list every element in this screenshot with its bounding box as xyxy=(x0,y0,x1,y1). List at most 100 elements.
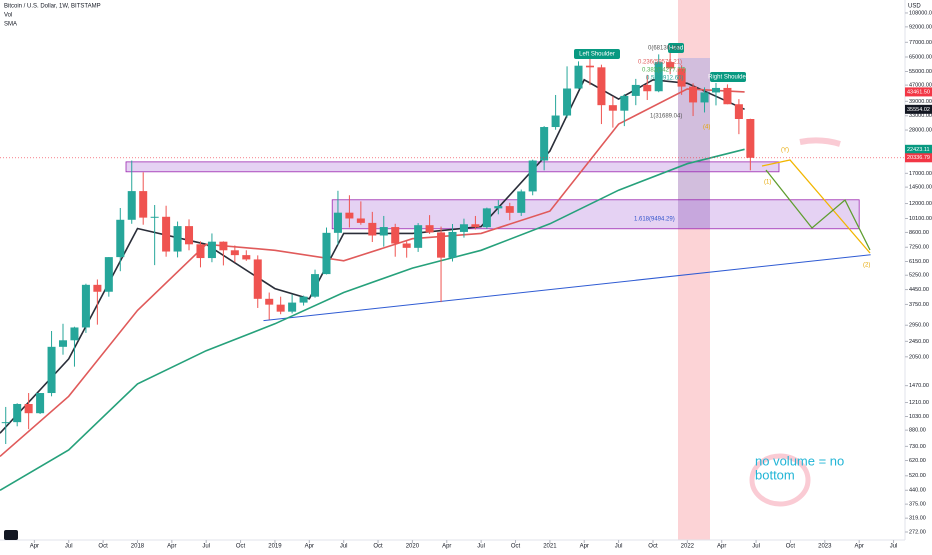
candle-body xyxy=(104,257,113,292)
x-tick-label: Oct xyxy=(98,544,108,550)
candle-body xyxy=(311,274,320,297)
x-tick-label: Jul xyxy=(615,544,623,550)
sma-line xyxy=(0,88,745,458)
y-tick-label: 28000.00 xyxy=(909,127,932,133)
candle-body xyxy=(711,87,720,93)
candle-body xyxy=(689,86,698,103)
wave-label: (2) xyxy=(863,263,870,269)
logo xyxy=(4,530,18,540)
y-tick-label: 17000.00 xyxy=(909,171,932,177)
axis-label: USD xyxy=(908,4,921,10)
x-tick-label: Jul xyxy=(890,544,898,550)
candle-body xyxy=(242,255,251,260)
annotation-box xyxy=(710,72,746,82)
x-tick-label: 2021 xyxy=(543,544,557,550)
y-tick-label: 272.00 xyxy=(909,529,926,535)
note: no volume = no xyxy=(755,453,844,468)
y-tick-label: 375.00 xyxy=(909,502,926,508)
y-tick-label: 77000.00 xyxy=(909,40,932,46)
candle-body xyxy=(265,298,274,305)
candle-body xyxy=(276,304,285,312)
y-tick-label: 730.00 xyxy=(909,444,926,450)
y-tick-label: 520.00 xyxy=(909,473,926,479)
y-tick-label: 4450.00 xyxy=(909,287,929,293)
candle-body xyxy=(471,224,480,228)
y-tick-label: 10100.00 xyxy=(909,216,932,222)
candle-body xyxy=(585,65,594,68)
candle-body xyxy=(517,191,526,213)
projection-path xyxy=(765,169,871,251)
zone xyxy=(125,161,780,173)
candle-body xyxy=(288,302,297,312)
y-tick-label: 620.00 xyxy=(909,458,926,464)
candle-body xyxy=(459,224,468,232)
candle-body xyxy=(391,227,400,244)
x-tick-label: 2020 xyxy=(406,544,420,550)
x-tick-label: Oct xyxy=(786,544,796,550)
fib-label: 0.236(59576.21) xyxy=(638,60,682,66)
sma-line xyxy=(0,78,745,434)
y-tick-label: 2450.00 xyxy=(909,339,929,345)
y-tick-label: 7250.00 xyxy=(909,245,929,251)
x-tick-label: Oct xyxy=(373,544,383,550)
candle-body xyxy=(528,160,537,192)
wave-label: (Y) xyxy=(781,148,789,154)
candle-body xyxy=(677,68,686,87)
y-tick-label: 3750.00 xyxy=(909,302,929,308)
candle-body xyxy=(505,206,514,213)
y-tick-label: 5250.00 xyxy=(909,273,929,279)
candle-body xyxy=(620,95,629,111)
x-tick-label: Jul xyxy=(477,544,485,550)
x-tick-label: Jul xyxy=(752,544,760,550)
candle-body xyxy=(574,65,583,89)
y-tick-label: 319.00 xyxy=(909,516,926,522)
y-tick-label: 2050.00 xyxy=(909,354,929,360)
note: bottom xyxy=(755,467,795,482)
candle-body xyxy=(36,393,45,414)
candle-body xyxy=(494,206,503,209)
candle-body xyxy=(24,403,33,414)
highlight-stroke xyxy=(799,137,841,147)
candle-body xyxy=(173,226,182,252)
y-tick-label: 1470.00 xyxy=(909,383,929,389)
candle-body xyxy=(345,212,354,219)
candle-body xyxy=(127,191,136,220)
candle-body xyxy=(482,208,491,228)
candle-body xyxy=(47,346,56,394)
price-label: 35554.02 xyxy=(907,107,930,113)
zone xyxy=(331,199,860,230)
y-tick-label: 47000.00 xyxy=(909,83,932,89)
candle-body xyxy=(70,327,79,341)
candle-body xyxy=(448,231,457,258)
candle-body xyxy=(734,104,743,120)
candle-body xyxy=(356,218,365,223)
candle-body xyxy=(253,259,262,299)
candle-body xyxy=(563,88,572,116)
legend-item: Vol xyxy=(4,13,12,19)
y-tick-label: 55000.00 xyxy=(909,69,932,75)
x-tick-label: Jul xyxy=(340,544,348,550)
candle-body xyxy=(81,284,90,328)
candle-body xyxy=(379,227,388,236)
candle-body xyxy=(597,67,606,106)
candle-body xyxy=(333,212,342,233)
candle-body xyxy=(230,250,239,256)
candle-body xyxy=(13,403,22,423)
wave-label: (1) xyxy=(764,180,771,186)
x-tick-label: 2018 xyxy=(131,544,145,550)
legend-item: SMA xyxy=(4,22,17,28)
annotation: Right Shoulder xyxy=(708,75,748,81)
y-tick-label: 2950.00 xyxy=(909,323,929,329)
candle-body xyxy=(746,119,755,158)
candle-body xyxy=(219,241,228,251)
y-tick-label: 440.00 xyxy=(909,488,926,494)
candle-body xyxy=(723,87,732,105)
y-tick-label: 6150.00 xyxy=(909,259,929,265)
candle-body xyxy=(700,92,709,103)
x-tick-label: Jul xyxy=(65,544,73,550)
x-tick-label: Oct xyxy=(511,544,521,550)
price-label-box xyxy=(905,153,932,163)
candle-body xyxy=(551,115,560,128)
y-tick-label: 14500.00 xyxy=(909,185,932,191)
